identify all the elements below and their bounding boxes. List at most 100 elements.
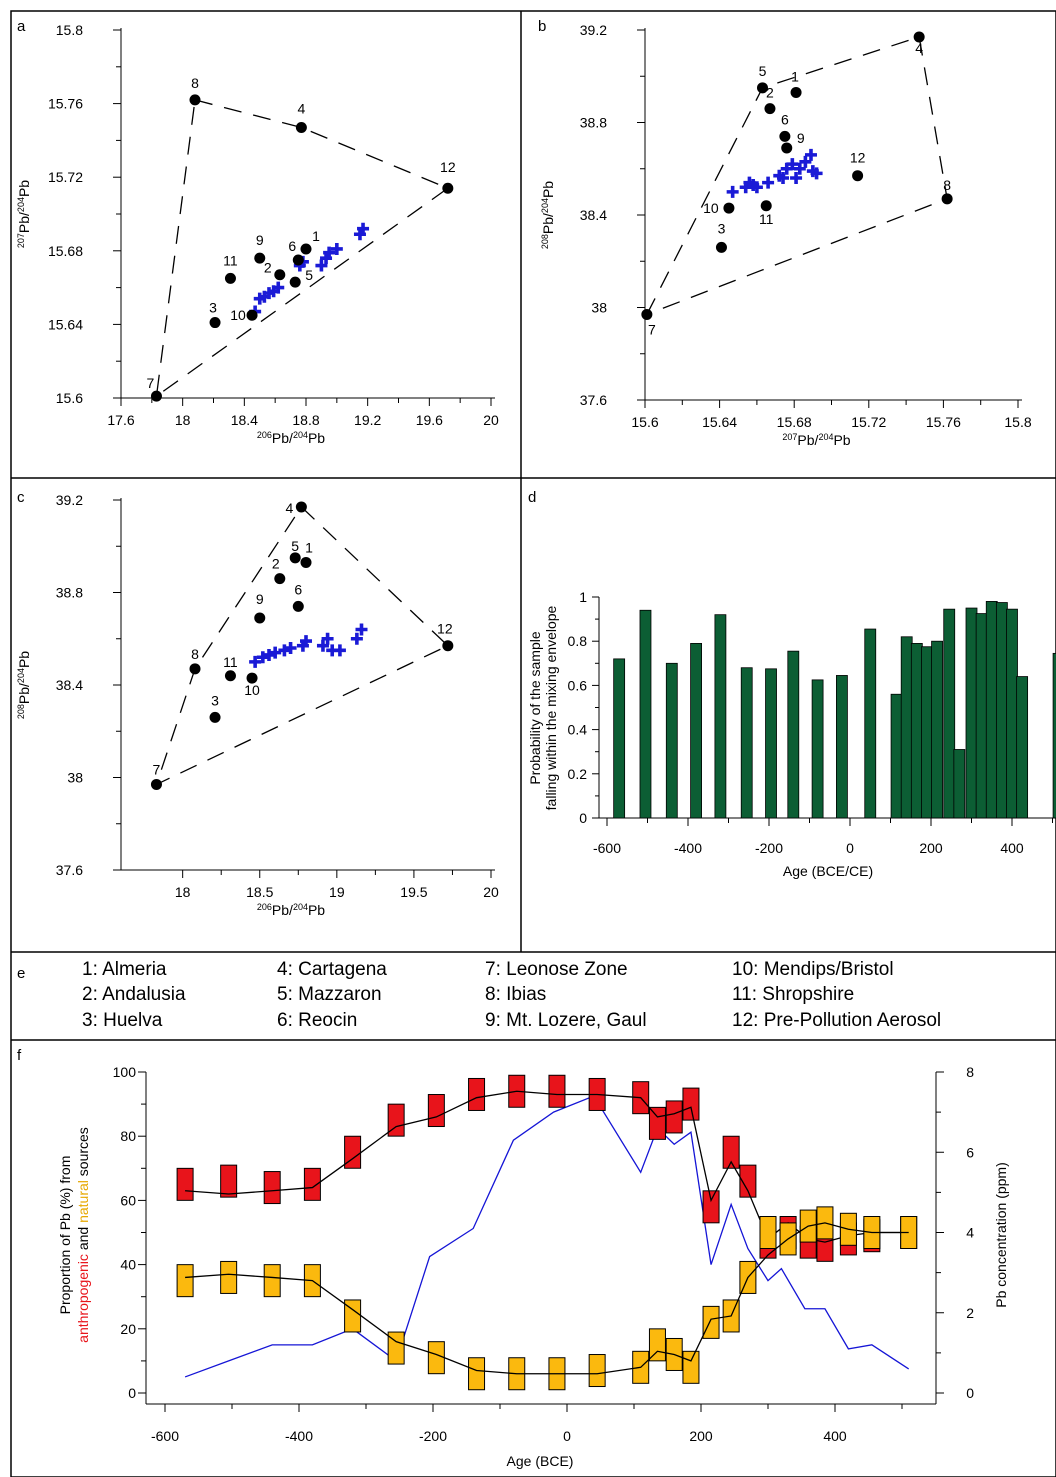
bar <box>613 658 626 819</box>
x-tick-label: 15.64 <box>702 414 737 430</box>
x-tick-label: 0 <box>563 1428 571 1444</box>
source-point <box>300 556 312 568</box>
bar <box>864 628 877 819</box>
natural-box <box>387 1331 405 1365</box>
bar <box>1016 676 1029 819</box>
source-point <box>295 501 307 513</box>
natural-box <box>468 1357 486 1391</box>
x-axis-label: 207Pb/204Pb <box>782 432 850 448</box>
y-tick-label-right: 8 <box>966 1064 974 1080</box>
bar <box>995 602 1008 819</box>
x-axis-label: Age (BCE) <box>507 1453 574 1469</box>
bar <box>665 662 678 819</box>
sample-mark <box>300 635 312 648</box>
source-point <box>913 31 925 43</box>
source-point-label: 10 <box>230 307 246 323</box>
source-point-label: 12 <box>850 150 866 166</box>
x-tick-label: -600 <box>593 840 621 856</box>
x-tick-label: 200 <box>919 840 943 856</box>
panel-borders <box>10 10 1056 1477</box>
source-point-label: 6 <box>294 581 302 597</box>
y-tick-label: 38.4 <box>580 207 607 223</box>
sample-mark <box>333 644 346 657</box>
x-tick-label: 19.2 <box>354 412 381 428</box>
legend-item: 4: Cartagena <box>277 959 387 980</box>
y-tick-label-left: 60 <box>120 1192 136 1208</box>
source-point-label: 5 <box>291 538 299 554</box>
x-tick-label: -200 <box>419 1428 447 1444</box>
sample-mark <box>269 646 282 659</box>
bar <box>900 636 913 819</box>
x-tick-label: 20 <box>483 412 499 428</box>
y-tick-label-left: 0 <box>128 1385 136 1401</box>
source-legend: 1: Almeria 2: Andalusia 3: Huelva 4: Car… <box>82 959 941 1031</box>
x-tick-label: 200 <box>689 1428 713 1444</box>
x-tick-label: -200 <box>755 840 783 856</box>
source-point-label: 4 <box>285 500 293 516</box>
legend-item: 9: Mt. Lozere, Gaul <box>485 1010 647 1031</box>
x-tick-label: 18.4 <box>231 412 258 428</box>
source-point-label: 9 <box>256 591 264 607</box>
bar <box>943 608 956 819</box>
y-tick-label-right: 2 <box>966 1305 974 1321</box>
sample-mark <box>726 185 739 198</box>
y-tick-label-left: 20 <box>120 1321 136 1337</box>
sample-mark <box>278 644 291 657</box>
y-axis-label: 208Pb/204Pb <box>16 651 32 719</box>
bar <box>921 646 933 819</box>
source-point-label: 7 <box>648 321 656 337</box>
sample-mark <box>284 642 297 654</box>
x-tick-label: 15.6 <box>631 414 658 430</box>
source-point <box>150 390 162 402</box>
sample-mark <box>355 623 368 636</box>
y-tick-label: 0.4 <box>568 722 588 738</box>
sample-mark <box>810 167 823 180</box>
source-point <box>274 269 286 281</box>
bar <box>765 668 777 819</box>
panel-letter-a: a <box>17 18 26 35</box>
natural-box <box>263 1264 281 1298</box>
legend-item: 10: Mendips/Bristol <box>732 959 894 980</box>
source-point <box>224 670 236 682</box>
mixing-envelope <box>155 99 450 398</box>
y-tick-label: 38 <box>67 770 83 786</box>
sample-mark <box>793 162 806 175</box>
bar <box>639 609 652 819</box>
source-point <box>756 82 768 94</box>
y-tick-label: 38.8 <box>580 115 607 131</box>
source-point <box>189 94 201 106</box>
source-point-label: 2 <box>272 556 280 572</box>
x-tick-label: 19 <box>329 884 345 900</box>
bar <box>985 601 998 819</box>
source-point-label: 11 <box>223 654 238 670</box>
source-point <box>254 252 266 264</box>
source-point-label: 2 <box>264 260 272 276</box>
sample-mark <box>315 259 328 272</box>
x-axis-label: 206Pb/204Pb <box>257 430 325 446</box>
bar <box>975 613 988 819</box>
y-tick-label: 1 <box>579 589 587 605</box>
natural-box <box>682 1350 700 1384</box>
chart-panel-f: 0 20 40 60 80 100 0 2 4 6 8 -600 -400 -200 0 200 400 Age … <box>57 1064 1009 1469</box>
y-tick-label: 0 <box>579 810 587 826</box>
bar <box>1052 652 1056 819</box>
source-point-label: 11 <box>223 252 238 268</box>
legend-item: 6: Reocin <box>277 1010 357 1031</box>
source-point <box>254 612 266 624</box>
bar <box>1006 608 1018 819</box>
bar <box>910 643 923 819</box>
x-tick-label: 18 <box>175 884 191 900</box>
source-point-label: 3 <box>211 692 219 708</box>
x-tick-label: 15.68 <box>777 414 812 430</box>
x-tick-label: 400 <box>823 1428 847 1444</box>
sample-mark <box>316 639 329 652</box>
source-point <box>852 170 864 182</box>
source-point-label: 4 <box>297 101 305 117</box>
x-tick-label: 15.76 <box>926 414 961 430</box>
x-tick-label: 15.72 <box>851 414 886 430</box>
y-tick-label: 38.8 <box>56 585 83 601</box>
bar <box>965 607 978 819</box>
x-tick-label: 19.5 <box>400 884 427 900</box>
panel-letter-d: d <box>528 489 536 506</box>
natural-box <box>702 1305 720 1339</box>
